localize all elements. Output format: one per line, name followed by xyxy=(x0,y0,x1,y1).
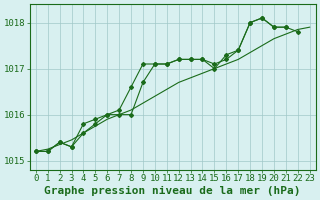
X-axis label: Graphe pression niveau de la mer (hPa): Graphe pression niveau de la mer (hPa) xyxy=(44,186,301,196)
